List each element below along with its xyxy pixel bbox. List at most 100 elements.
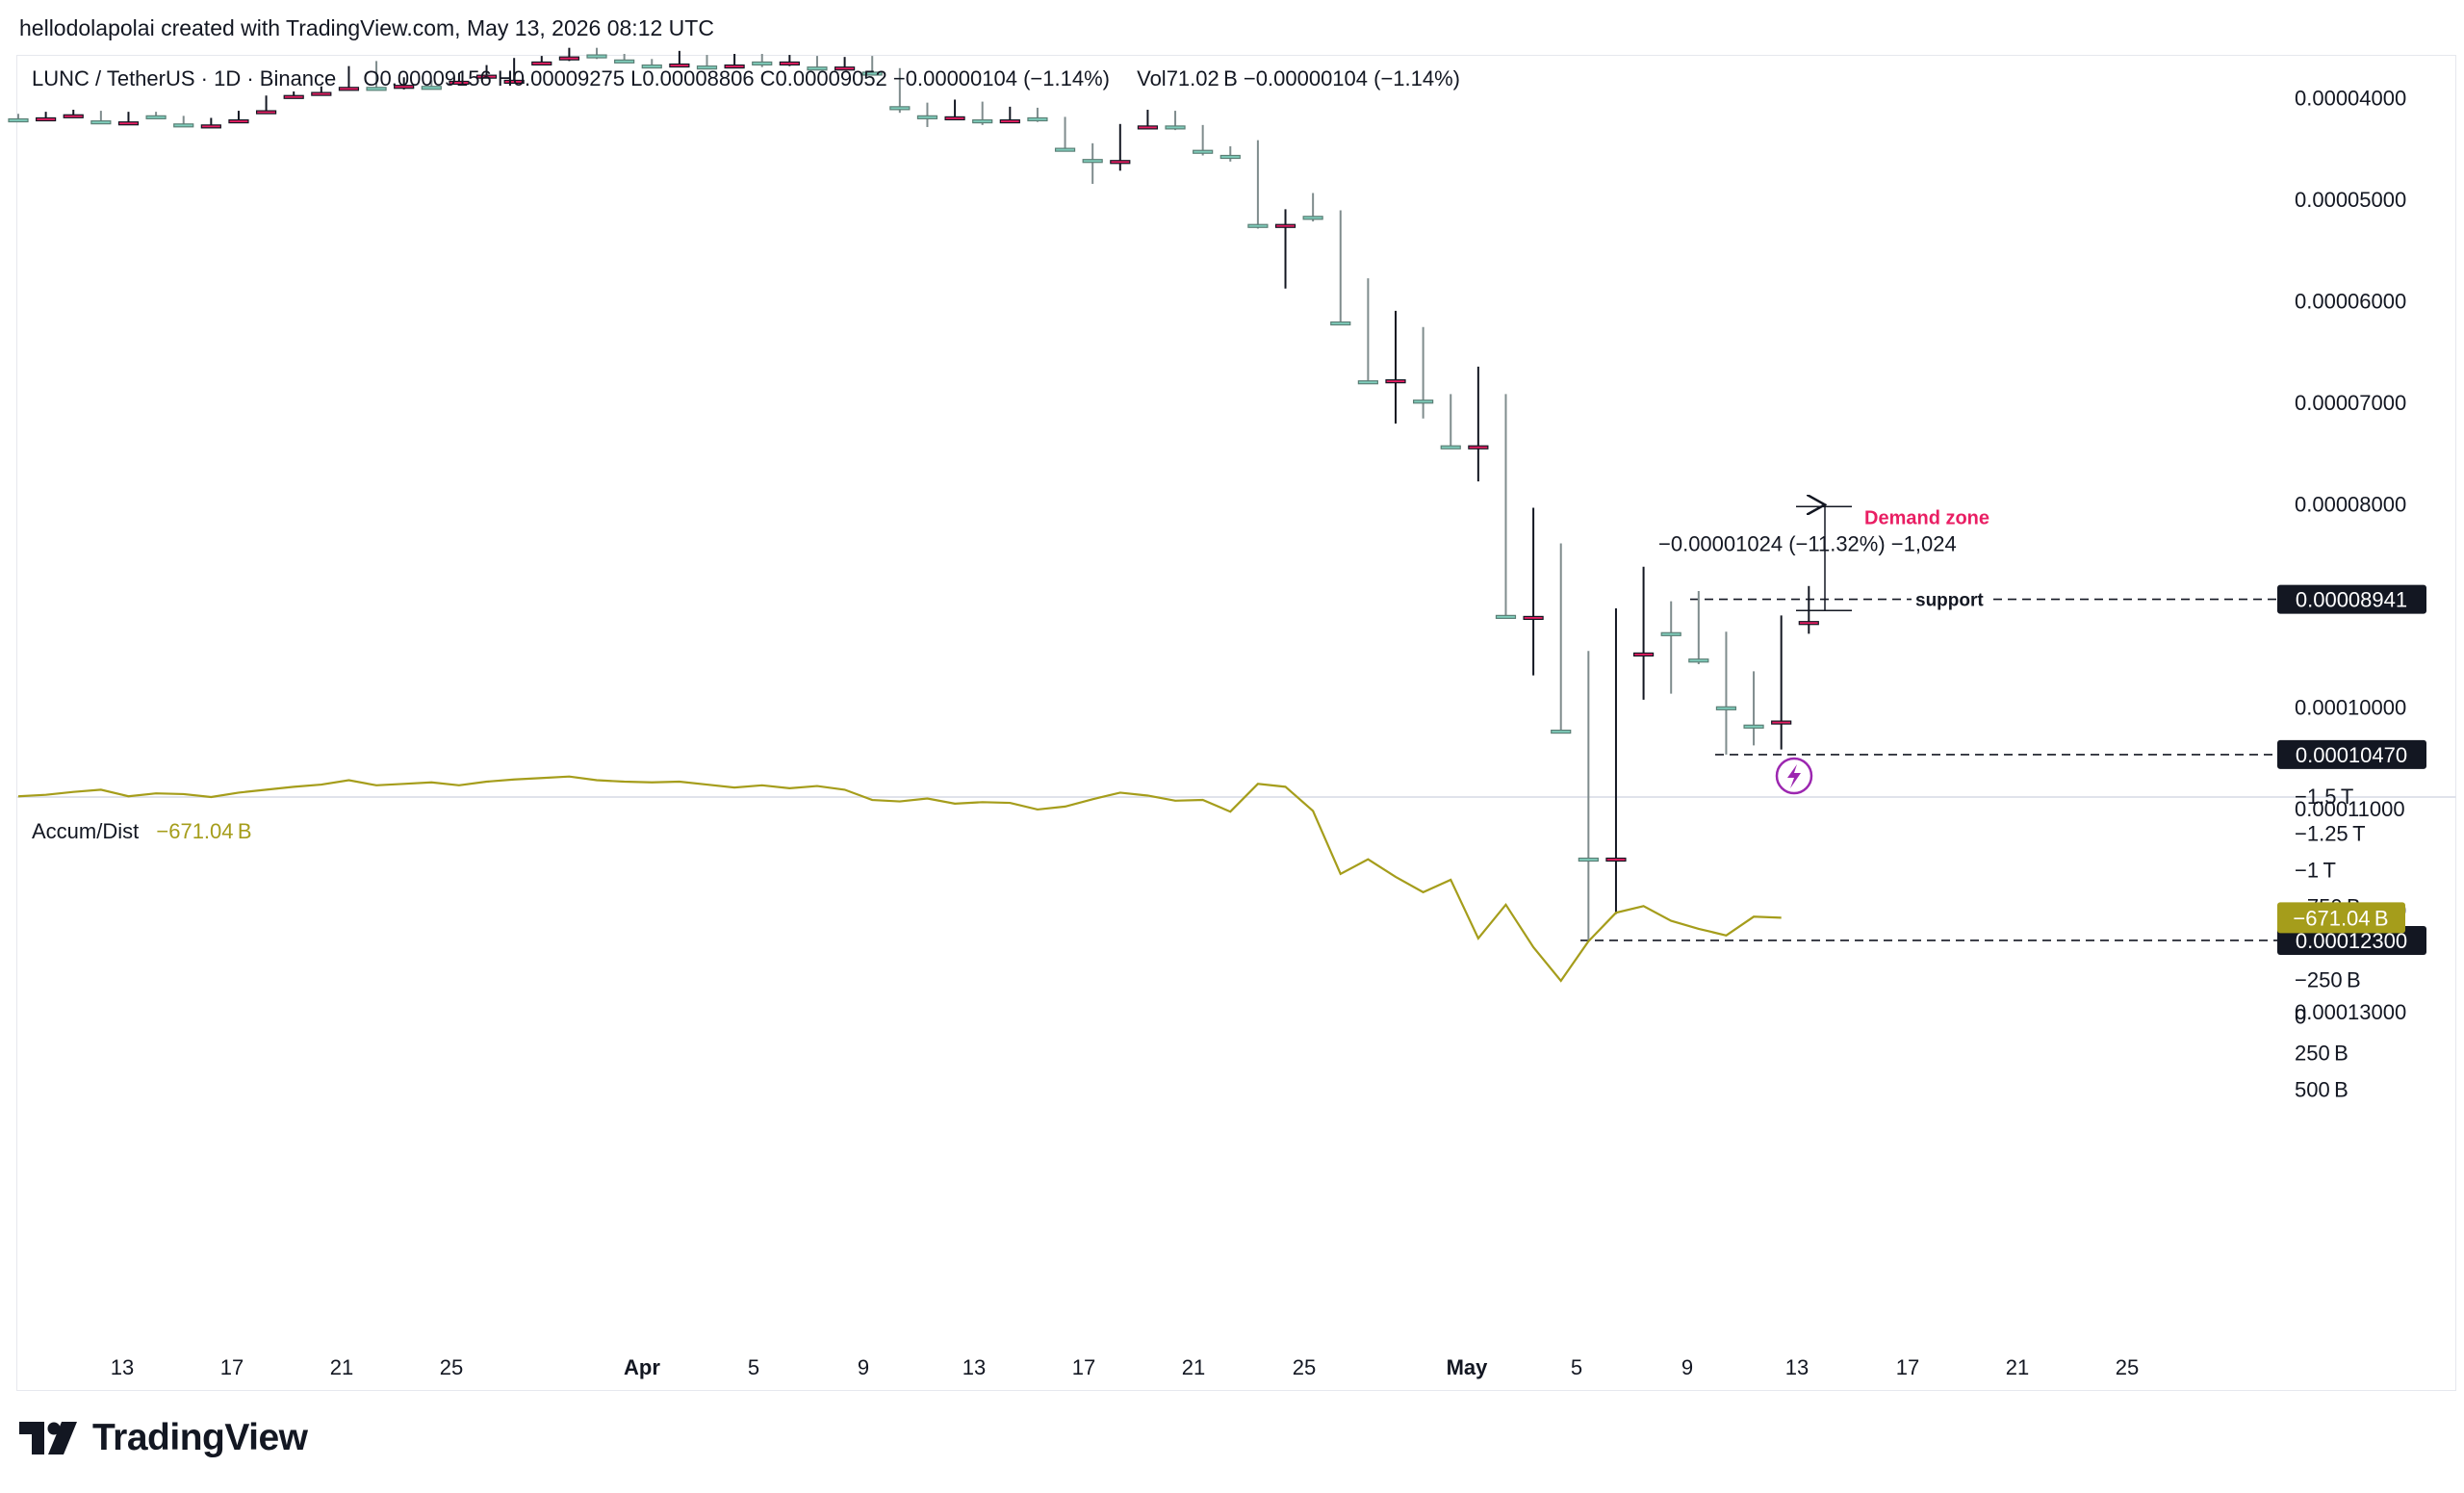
candle[interactable] — [283, 91, 304, 99]
candle[interactable] — [1743, 671, 1764, 746]
candle[interactable] — [586, 47, 607, 60]
level-price-tag-2 — [2277, 739, 2426, 769]
measure-label: −0.00001024 (−11.32%) −1,024 — [1658, 531, 1957, 555]
candle[interactable] — [1715, 631, 1737, 755]
ad-tick-label: 250 B — [2295, 1041, 2348, 1065]
candle[interactable] — [1357, 278, 1378, 385]
accum-dist-line[interactable] — [17, 775, 1782, 983]
candle-body-up — [1330, 321, 1351, 326]
candle[interactable] — [1219, 146, 1241, 162]
candle[interactable] — [366, 61, 387, 91]
candle[interactable] — [1165, 111, 1186, 131]
candle[interactable] — [1660, 601, 1681, 694]
candle[interactable] — [1027, 107, 1048, 122]
candle[interactable] — [1137, 110, 1159, 130]
ohlc-values: O0.00009156 H0.00009275 L0.00008806 C0.0… — [363, 66, 1110, 90]
x-tick-label: 21 — [330, 1355, 353, 1379]
level-price-text-2: 0.00010470 — [2296, 743, 2407, 767]
x-tick-label: 9 — [1681, 1355, 1693, 1379]
ad-last-value-text: −671.04 B — [2293, 906, 2388, 930]
candle[interactable] — [200, 117, 221, 129]
candle[interactable] — [228, 111, 249, 124]
level-price-tag-3 — [2277, 584, 2426, 614]
candle[interactable] — [90, 111, 112, 125]
candle[interactable] — [255, 95, 277, 115]
candle[interactable] — [36, 112, 57, 122]
candle-body-down — [200, 124, 221, 129]
candle[interactable] — [861, 56, 883, 76]
candle[interactable] — [752, 54, 773, 67]
candle[interactable] — [972, 101, 993, 125]
candle[interactable] — [1247, 140, 1269, 229]
candle[interactable] — [338, 65, 360, 91]
price-tick-label: 0.00005000 — [2295, 188, 2406, 212]
x-tick-label: 25 — [440, 1355, 463, 1379]
candle[interactable] — [475, 64, 498, 79]
candle[interactable] — [1110, 123, 1131, 171]
candle[interactable] — [311, 86, 332, 96]
candle[interactable] — [117, 112, 140, 126]
candle[interactable] — [394, 77, 415, 90]
candle[interactable] — [1385, 310, 1406, 424]
candle-body-up — [1440, 445, 1461, 450]
candle[interactable] — [421, 80, 442, 90]
candle[interactable] — [916, 102, 938, 127]
x-tick-label: 13 — [111, 1355, 134, 1379]
candle[interactable] — [531, 56, 552, 66]
candle-body-down — [117, 121, 140, 126]
candle[interactable] — [696, 55, 718, 70]
candle[interactable] — [669, 50, 690, 68]
x-tick-label: Apr — [624, 1355, 660, 1379]
support-label-bg — [1912, 586, 1992, 612]
candle[interactable] — [1632, 566, 1655, 700]
candle[interactable] — [1274, 209, 1296, 289]
chart-frame — [16, 55, 2456, 1391]
candle[interactable] — [1054, 116, 1076, 152]
candle[interactable] — [834, 57, 856, 71]
candle[interactable] — [807, 56, 828, 71]
candle[interactable] — [1771, 615, 1792, 750]
x-tick-label: 5 — [748, 1355, 759, 1379]
candle[interactable] — [1523, 507, 1544, 676]
candle[interactable] — [1082, 142, 1103, 185]
candle[interactable] — [1330, 210, 1351, 326]
price-tick-label: 0.00004000 — [2295, 86, 2406, 110]
candle[interactable] — [889, 67, 911, 114]
candle[interactable] — [173, 116, 194, 128]
candle[interactable] — [1551, 543, 1572, 734]
candle-body-up — [752, 61, 773, 66]
replay-lightning-icon[interactable] — [1775, 757, 1813, 795]
candle-body-down — [724, 64, 745, 69]
x-tick-label: 9 — [858, 1355, 869, 1379]
candle[interactable] — [145, 112, 167, 119]
candle[interactable] — [1302, 193, 1323, 222]
candle[interactable] — [779, 55, 800, 66]
candle-body-up — [889, 106, 911, 111]
candle[interactable] — [1193, 124, 1214, 156]
candle[interactable] — [641, 59, 662, 69]
brand[interactable]: TradingView — [19, 1417, 308, 1459]
candle[interactable] — [503, 58, 525, 85]
candle[interactable] — [1468, 366, 1489, 482]
candle[interactable] — [1798, 585, 1819, 634]
candle[interactable] — [63, 110, 84, 118]
candle[interactable] — [8, 114, 29, 123]
candle[interactable] — [724, 54, 745, 69]
candle[interactable] — [1578, 651, 1599, 940]
candle[interactable] — [1413, 326, 1434, 419]
candle[interactable] — [1688, 591, 1709, 665]
candle[interactable] — [614, 54, 635, 64]
candle[interactable] — [944, 99, 965, 121]
candle[interactable] — [449, 73, 470, 86]
candle[interactable] — [999, 106, 1020, 124]
ad-tick-label: −1.25 T — [2295, 821, 2366, 845]
candle[interactable] — [1440, 394, 1461, 450]
ad-tick-label: −1 T — [2295, 858, 2336, 882]
candle-body-up — [1219, 154, 1241, 160]
candle-body-up — [1715, 706, 1737, 710]
candle[interactable] — [1605, 607, 1627, 914]
candle[interactable] — [1495, 394, 1517, 619]
candle[interactable] — [558, 47, 580, 62]
candle-body-up — [145, 115, 167, 119]
